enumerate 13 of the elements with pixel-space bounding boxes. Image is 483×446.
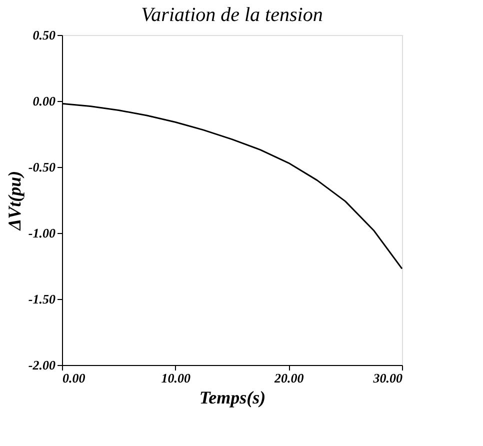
y-tick-label: -0.50 — [28, 160, 56, 174]
x-tick-label: 30.00 — [372, 370, 403, 386]
x-tick-label: 10.00 — [161, 370, 191, 386]
x-tick-label: 0.00 — [62, 370, 86, 386]
y-tick-label: 0.00 — [32, 94, 56, 108]
y-axis-title: ΔVt(pu) — [4, 170, 24, 232]
y-tick-label: -1.00 — [28, 226, 56, 240]
y-tick-label: -1.50 — [28, 292, 56, 306]
x-axis-title: Temps(s) — [199, 388, 266, 408]
y-tick-label: 0.50 — [32, 28, 56, 42]
x-tick-label: 20.00 — [274, 370, 304, 386]
y-tick-label: -2.00 — [28, 358, 56, 372]
chart-title: Variation de la tension — [141, 4, 323, 26]
